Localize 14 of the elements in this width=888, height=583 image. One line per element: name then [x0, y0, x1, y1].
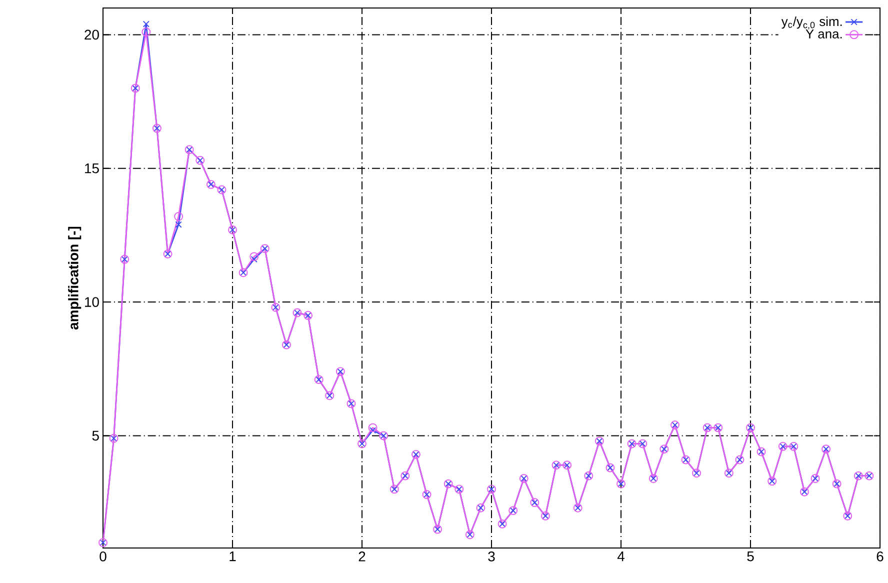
y-tick-label: 15 [85, 164, 99, 174]
x-tick-label: 6 [876, 551, 884, 562]
legend-label: y$_{c}$/y$_{c,0}$ sim. [781, 16, 842, 30]
legend-label: Y ana. [806, 29, 842, 38]
y-tick-label: 10 [85, 297, 99, 307]
x-tick-label: 4 [617, 552, 624, 562]
x-tick-label: 0 [100, 551, 106, 562]
y-tick-label: 5 [92, 430, 99, 441]
x-tick-label: 2 [358, 551, 366, 562]
x-tick-label: 1 [230, 552, 236, 562]
y-tick-label: 20 [84, 30, 99, 40]
x-tick-label: 3 [488, 551, 495, 562]
y-axis-title: amplification [-] [68, 226, 82, 330]
x-tick-label: 5 [747, 552, 754, 562]
